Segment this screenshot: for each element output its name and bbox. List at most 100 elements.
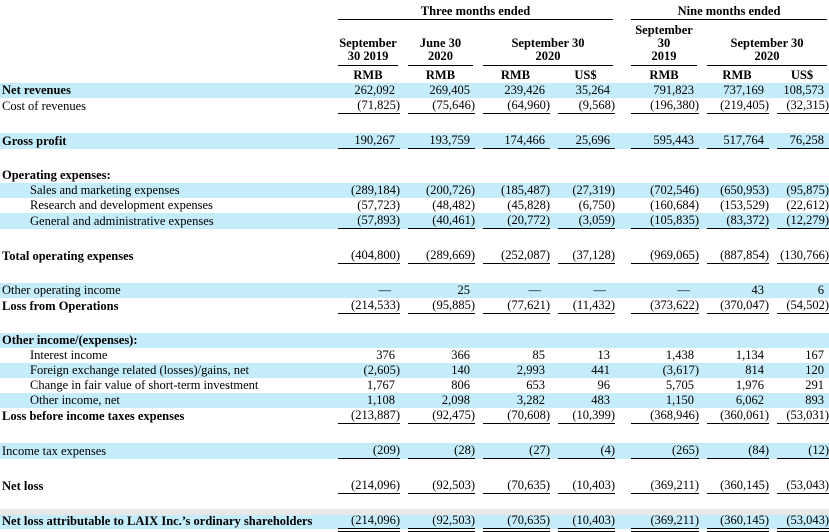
value-cell: (10,399) bbox=[550, 408, 616, 424]
value-cell: 806 bbox=[400, 378, 475, 393]
cell-text: 806 bbox=[451, 378, 470, 392]
value-cell: (45,828) bbox=[475, 198, 550, 213]
cell-text: (650,953) bbox=[720, 183, 770, 197]
cell-text: (213,887) bbox=[338, 408, 400, 424]
value-cell: 262,092 bbox=[330, 83, 400, 98]
cell-text: 2,098 bbox=[441, 393, 470, 407]
column-gap bbox=[615, 168, 623, 183]
value-cell: (92,503) bbox=[400, 478, 475, 494]
column-gap bbox=[615, 183, 624, 198]
value-cell: (57,893) bbox=[330, 213, 400, 229]
cell-text: 190,267 bbox=[338, 133, 400, 149]
date-header-sep30-2020-3m: September 30 2020 bbox=[475, 20, 615, 66]
value-cell: — bbox=[475, 283, 550, 298]
cell-text: (92,503) bbox=[408, 478, 475, 494]
cell-text: 262,092 bbox=[354, 83, 395, 97]
currency-header: RMB bbox=[649, 68, 679, 82]
value-cell: (40,461) bbox=[400, 213, 475, 229]
value-cell: (2,605) bbox=[330, 363, 400, 378]
value-cell: 239,426 bbox=[475, 83, 550, 98]
cell-text: (70,635) bbox=[483, 513, 550, 532]
cell-text: (27) bbox=[483, 443, 550, 459]
table-body: Net revenues 262,092 269,405 239,426 35,264 7… bbox=[0, 83, 829, 532]
value-cell: (887,854) bbox=[699, 248, 770, 264]
value-cell: (10,403) bbox=[550, 513, 616, 532]
cell-text: (95,885) bbox=[408, 298, 475, 314]
cell-text: 1,767 bbox=[366, 378, 395, 392]
cell-text: (252,087) bbox=[483, 248, 550, 264]
cell-text: (289,184) bbox=[351, 183, 400, 197]
cell-text: 85 bbox=[532, 348, 546, 362]
value-cell: 193,759 bbox=[400, 133, 475, 149]
value-cell: 1,108 bbox=[330, 393, 400, 408]
value-cell: (404,800) bbox=[330, 248, 400, 264]
cell-text: (77,621) bbox=[483, 298, 550, 314]
value-cell: 6,062 bbox=[699, 393, 770, 408]
cell-text: 2,993 bbox=[516, 363, 545, 377]
cell-text: (11,432) bbox=[558, 298, 616, 314]
cell-text: 5,705 bbox=[665, 378, 695, 392]
cell-text: 13 bbox=[597, 348, 611, 362]
cell-text: (373,622) bbox=[631, 298, 700, 314]
cell-text: (209) bbox=[338, 443, 400, 459]
cell-text: (32,315) bbox=[777, 98, 829, 114]
value-cell: (196,380) bbox=[623, 98, 700, 114]
spacer-row bbox=[0, 314, 829, 333]
column-gap bbox=[615, 3, 623, 20]
value-cell: 174,466 bbox=[475, 133, 550, 149]
cell-text: 1,976 bbox=[735, 378, 765, 392]
cell-text: 25,696 bbox=[558, 133, 616, 149]
value-cell: (83,372) bbox=[699, 213, 770, 229]
column-gap bbox=[615, 283, 624, 298]
spacer-row bbox=[0, 264, 829, 283]
row-net-loss: Net loss (214,096) (92,503) (70,635) (10,403… bbox=[0, 478, 829, 494]
cell-text: (130,766) bbox=[777, 248, 829, 264]
row-label: Loss from Operations bbox=[2, 299, 119, 313]
cell-text: (265) bbox=[631, 443, 700, 459]
column-gap bbox=[615, 198, 623, 213]
row-label: Net revenues bbox=[0, 83, 330, 98]
value-cell: 2,993 bbox=[475, 363, 550, 378]
cell-text: (53,043) bbox=[777, 513, 829, 532]
value-cell: (53,043) bbox=[769, 478, 829, 494]
value-cell: (20,772) bbox=[475, 213, 550, 229]
value-cell: (37,128) bbox=[550, 248, 616, 264]
value-cell: (54,502) bbox=[769, 298, 829, 314]
value-cell: 76,258 bbox=[769, 133, 829, 149]
cell-text: (70,608) bbox=[483, 408, 550, 424]
cell-text: (369,211) bbox=[631, 478, 700, 494]
row-general-and-administrative-expenses: General and administrative expenses (57,8… bbox=[0, 213, 829, 229]
cell-text: (70,635) bbox=[483, 478, 550, 494]
column-gap bbox=[615, 513, 624, 529]
row-label: Income tax expenses bbox=[0, 443, 330, 459]
value-cell: (12) bbox=[769, 443, 829, 459]
cell-text: 291 bbox=[805, 378, 825, 392]
column-gap bbox=[615, 378, 623, 393]
value-cell: (368,946) bbox=[623, 408, 700, 424]
row-total-operating-expenses: Total operating expenses (404,800) (289,66… bbox=[0, 248, 829, 264]
cell-text: (360,061) bbox=[707, 408, 770, 424]
cell-text: 366 bbox=[451, 348, 470, 362]
cell-text: 376 bbox=[376, 348, 395, 362]
cell-text: (9,568) bbox=[558, 98, 616, 114]
cell-text: 893 bbox=[805, 393, 825, 407]
cell-text: 76,258 bbox=[777, 133, 829, 149]
label-column-header bbox=[0, 3, 330, 20]
value-cell bbox=[623, 333, 700, 348]
cell-text: 174,466 bbox=[483, 133, 550, 149]
currency-header: RMB bbox=[722, 68, 752, 82]
cell-text: (40,461) bbox=[408, 213, 475, 229]
cell-text: (53,031) bbox=[777, 408, 829, 424]
row-label: Other operating income bbox=[0, 283, 330, 298]
value-cell: — bbox=[330, 283, 400, 298]
cell-text: (57,723) bbox=[357, 198, 400, 212]
row-loss-before-income-taxes-expenses: Loss before income taxes expenses (213,88… bbox=[0, 408, 829, 424]
group-three-months-label: Three months ended bbox=[338, 3, 614, 20]
cell-text: (20,772) bbox=[483, 213, 550, 229]
cell-text: 239,426 bbox=[504, 83, 545, 97]
cell-text: 441 bbox=[591, 363, 611, 377]
row-label: Other income/(expenses): bbox=[0, 333, 330, 348]
cell-text: (404,800) bbox=[338, 248, 400, 264]
value-cell: (130,766) bbox=[769, 248, 829, 264]
cell-text: (6,750) bbox=[578, 198, 616, 212]
